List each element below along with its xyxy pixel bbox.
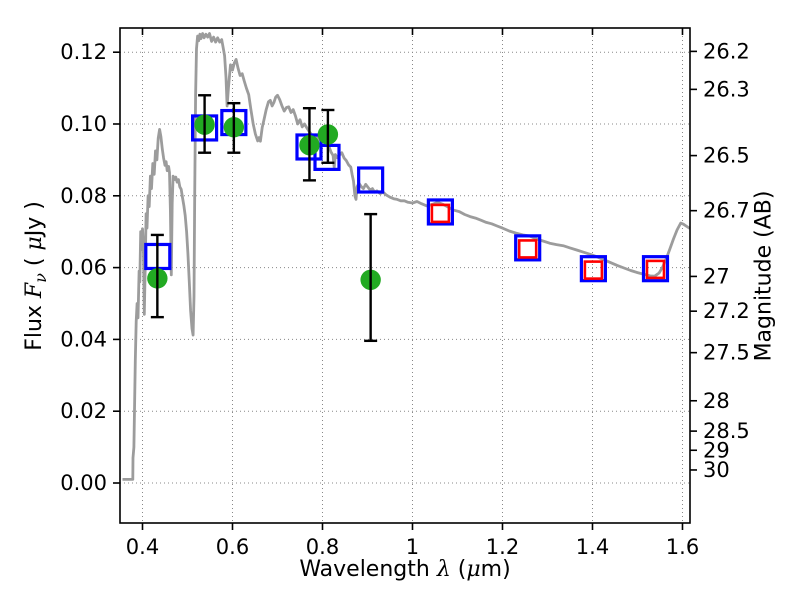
y-tick-label-right: 27 [703,264,730,288]
error-bar [302,107,316,182]
error-bar [227,101,241,154]
x-tick-label: 1.2 [486,535,519,559]
tick-labels: 0.4 0.6 0.8 1 1.2 1.4 1.6 0.00 0.02 0.04 0.06 0.08 0… [60,39,750,559]
x-tick-label: 0.8 [306,535,339,559]
y-tick-label-left: 0.12 [60,40,107,64]
flux-symbol: F [21,282,47,299]
red-square-marker [517,239,538,259]
nu-subscript: ν [31,273,51,283]
x-axis-label-text: Wavelength [299,557,437,582]
y-axis-label-left: Flux Fν ( μJy ) [21,201,51,351]
plot-border [119,27,691,524]
mu-symbol: μ [21,236,47,251]
blue-square-marker [514,234,542,262]
error-bar [198,94,212,154]
y-tick-label-left: 0.06 [60,256,107,280]
error-bar [150,233,164,319]
x-tick-label: 1 [406,535,419,559]
x-tick-label: 0.4 [126,535,159,559]
plot-data [122,32,691,481]
red-square-marker [430,203,451,224]
y-tick-label-right: 26.7 [703,199,750,223]
y-tick-label-left: 0.02 [60,399,107,423]
red-square-marker [583,260,604,280]
x-axis-label: Wavelength λ (μm) [299,557,511,582]
y-tick-label-right: 27.2 [703,299,750,323]
tick-marks [113,28,697,530]
x-tick-label: 0.6 [216,535,249,559]
y-tick-label-right: 26.5 [703,144,750,168]
x-tick-label: 1.4 [576,535,609,559]
blue-square-marker [579,255,607,283]
error-bar [364,212,378,343]
lambda-symbol: λ [436,557,451,582]
y-tick-label-right: 29 [703,438,730,462]
y-tick-label-left: 0.08 [60,184,107,208]
y-tick-label-left: 0.00 [60,471,107,495]
x-tick-label: 1.6 [666,535,699,559]
y-tick-label-left: 0.10 [60,112,107,136]
y-tick-label-right: 30 [703,458,730,482]
y-tick-label-right: 27.5 [703,341,750,365]
mu-symbol: μ [466,557,481,582]
y-tick-label-right: 26.2 [703,39,750,63]
model-spectrum-line [122,32,691,481]
error-bar [321,108,335,164]
axes [119,27,691,524]
y-tick-label-right: 28.5 [703,419,750,443]
red-square-marker [645,259,666,280]
grid-lines [120,28,690,523]
blue-square-marker [357,166,385,194]
blue-square-marker [641,255,670,283]
y-tick-label-left: 0.04 [60,327,107,351]
y-axis-label-text: Flux [21,298,47,351]
blue-square-marker [426,198,454,226]
y-tick-label-right: 26.3 [703,77,750,101]
y-axis-label-right: Magnitude (AB) [751,190,777,362]
y-tick-label-right: 28 [703,389,730,413]
